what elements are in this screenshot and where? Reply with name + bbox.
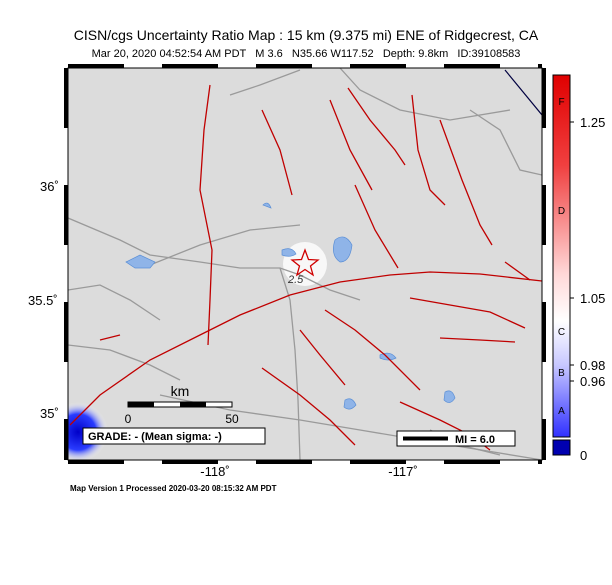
- mi-legend: MI = 6.0: [396, 430, 516, 447]
- rect-shape: [552, 439, 571, 456]
- mi-text: MI = 6.0: [455, 434, 495, 446]
- fault-shape: [261, 109, 293, 196]
- water-shape: [333, 236, 353, 263]
- water-shape: [125, 254, 156, 269]
- fault-shape: [299, 329, 346, 386]
- rect-shape: [396, 430, 516, 447]
- boundary-line: [504, 69, 542, 116]
- colorbar-label: 0.98: [580, 358, 605, 373]
- scale-tick: 0: [125, 412, 132, 426]
- water-bodies: [125, 202, 456, 410]
- fault-shape: [504, 261, 531, 281]
- epicenter-star: [290, 248, 320, 277]
- rect-shape: [128, 402, 154, 407]
- road-shape: [229, 69, 301, 96]
- g-shape: 1.25 1.05 0.98 0.96 0: [570, 115, 605, 463]
- colorbar-letter: F: [558, 97, 564, 108]
- contour-label: 2.5: [287, 274, 304, 286]
- road-shape: [149, 224, 301, 266]
- colorbar-label: 1.25: [580, 115, 605, 130]
- fault-shape: [347, 87, 406, 166]
- colorbar-letter: B: [558, 368, 565, 379]
- fault-shape: [261, 367, 356, 446]
- water-shape: [262, 202, 272, 209]
- lat-label: 35˚: [40, 406, 59, 421]
- g-shape: F D C B A: [558, 97, 565, 417]
- scale-unit: km: [171, 383, 190, 399]
- scale-tick: 50: [225, 412, 239, 426]
- fault-shape: [439, 337, 516, 343]
- map-area: 2.5: [68, 68, 542, 460]
- water-shape: [281, 248, 297, 257]
- lat-label: 36˚: [40, 179, 59, 194]
- water-shape: [343, 398, 357, 410]
- grade-box: GRADE: - (Mean sigma: -): [82, 427, 266, 445]
- fault-shape: [411, 94, 446, 206]
- fault-shape: [329, 99, 373, 191]
- graticule-labels: 36˚ 35.5˚ 35˚ -118˚ -117˚: [28, 179, 418, 479]
- fault-shape: [324, 309, 421, 391]
- road-shape: [339, 68, 511, 121]
- colorbar-label: 0: [580, 448, 587, 463]
- lon-label: -117˚: [388, 464, 417, 479]
- road-shape: [469, 109, 542, 176]
- colorbar: F D C B A 1.25 1.05 0.98 0.96 0: [552, 74, 605, 463]
- colorbar-letter: D: [558, 206, 565, 217]
- grade-text: GRADE: - (Mean sigma: -): [88, 431, 222, 443]
- road-shape: [299, 274, 361, 301]
- lon-label: -118˚: [200, 464, 229, 479]
- footer: Map Version 1 Processed 2020-03-20 08:15…: [70, 484, 277, 493]
- rect-shape: [180, 402, 206, 407]
- scale-bar: km 0 50: [125, 383, 239, 426]
- fault-shape: [99, 334, 121, 341]
- water-shape: [443, 390, 456, 403]
- fault-shape: [354, 184, 399, 269]
- road-shape: [68, 284, 161, 321]
- lat-label: 35.5˚: [28, 293, 58, 308]
- title: CISN/cgs Uncertainty Ratio Map : 15 km (…: [74, 27, 539, 43]
- colorbar-letter: C: [558, 327, 565, 338]
- colorbar-letter: A: [558, 406, 565, 417]
- fault-shape: [69, 271, 542, 426]
- colorbar-label: 1.05: [580, 291, 605, 306]
- road-shape: [68, 344, 181, 381]
- fault-shape: [199, 84, 213, 346]
- map-frame: [64, 64, 546, 464]
- rect-shape: [552, 74, 571, 438]
- subtitle: Mar 20, 2020 04:52:54 AM PDT M 3.6 N35.6…: [92, 48, 521, 60]
- rect-shape: [82, 427, 266, 445]
- colorbar-label: 0.96: [580, 374, 605, 389]
- fault-shape: [409, 297, 526, 329]
- fault-shape: [439, 119, 493, 246]
